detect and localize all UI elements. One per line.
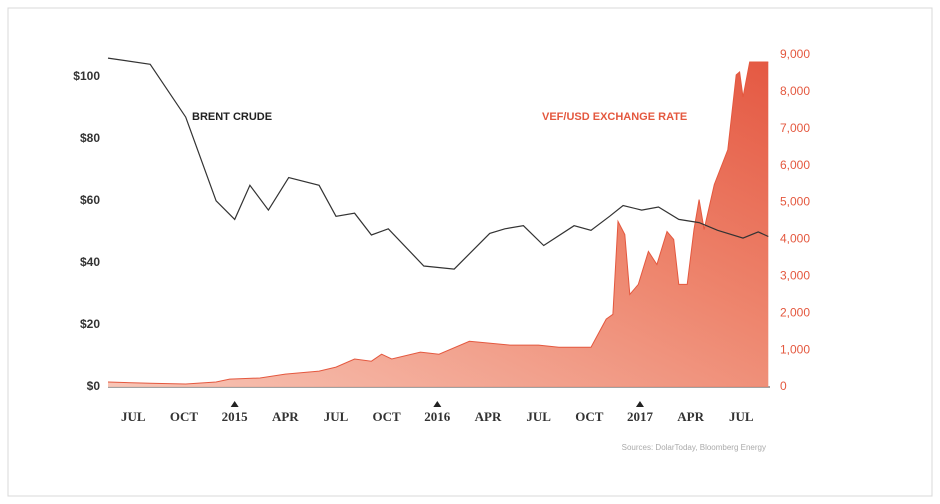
- annotation: BRENT CRUDE: [192, 111, 272, 123]
- x-tick-label: APR: [677, 409, 704, 424]
- y2-tick-label: 6,000: [780, 158, 810, 172]
- exchange-line: [107, 61, 769, 385]
- y2-tick-label: 1,000: [780, 342, 810, 356]
- x-tick-label: JUL: [121, 409, 146, 424]
- y2-tick-label: 0: [780, 379, 787, 393]
- y2-tick-label: 9,000: [780, 47, 810, 61]
- frame: [7, 7, 933, 497]
- x-tick-label: JUL: [324, 409, 349, 424]
- annotation: VEF/USD EXCHANGE RATE: [542, 111, 687, 123]
- plot: $0 $20 $40 $60 $80 $100 0 1,000 2,000 3,000 4,000 5…: [73, 47, 810, 424]
- y-tick-label: $80: [80, 131, 100, 145]
- y2-tick-label: 2,000: [780, 305, 810, 319]
- x-tick-label: APR: [272, 409, 299, 424]
- y2-tick-label: 3,000: [780, 269, 810, 283]
- y2-tick-label: 7,000: [780, 121, 810, 135]
- exchange-area: [108, 62, 769, 387]
- x-tick-mark: [635, 401, 644, 407]
- x-tick-label: OCT: [373, 409, 402, 424]
- y2-tick-label: 8,000: [780, 84, 810, 98]
- source: Sources: DolarToday, Bloomberg Energy: [622, 443, 766, 452]
- x-tick-mark: [433, 401, 442, 407]
- x-tick-label: OCT: [575, 409, 604, 424]
- x-tick-label: 2017: [627, 409, 654, 424]
- brent-line: [107, 57, 769, 270]
- y-tick-label: $100: [73, 69, 100, 83]
- y2-tick-label: 4,000: [780, 232, 810, 246]
- x-tick-label: JUL: [526, 409, 551, 424]
- x-tick-label: 2016: [424, 409, 451, 424]
- y-tick-label: $0: [87, 379, 101, 393]
- x-tick-mark: [230, 401, 239, 407]
- x-tick-label: JUL: [729, 409, 754, 424]
- y-tick-label: $60: [80, 193, 100, 207]
- x-tick-label: 2015: [222, 409, 249, 424]
- x-tick-label: APR: [475, 409, 502, 424]
- x-tick-label: OCT: [170, 409, 199, 424]
- y2-tick-label: 5,000: [780, 195, 810, 209]
- y-tick-label: $40: [80, 255, 100, 269]
- y-tick-label: $20: [80, 317, 100, 331]
